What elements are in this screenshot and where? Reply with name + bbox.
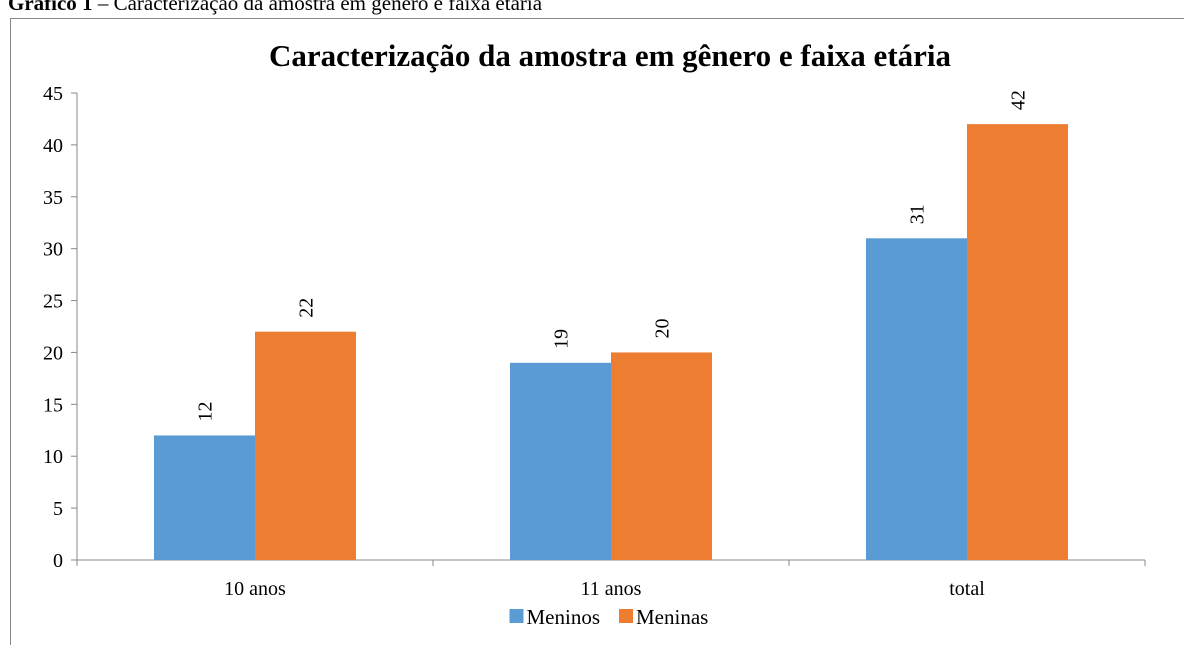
y-tick-label: 5 (53, 498, 63, 520)
x-tick-label: 10 anos (224, 578, 286, 600)
x-tick-label: total (949, 578, 985, 600)
legend-swatch (619, 609, 633, 623)
caption-text: – Caracterização da amostra em gênero e … (97, 0, 543, 15)
y-tick-label: 20 (43, 342, 63, 364)
x-tick-label: 11 anos (581, 578, 642, 600)
y-tick-label: 15 (43, 394, 63, 416)
bar (154, 435, 255, 560)
value-label: 20 (652, 318, 674, 338)
bar (967, 124, 1068, 560)
legend-label: Meninas (636, 605, 708, 629)
y-tick-label: 35 (43, 187, 63, 209)
bar (255, 331, 356, 560)
caption-label: Gráfico 1 (8, 0, 93, 15)
chart-title: Caracterização da amostra em gênero e fa… (269, 38, 952, 73)
value-label: 31 (907, 204, 929, 224)
bar (510, 362, 611, 560)
y-tick-label: 45 (43, 83, 63, 105)
y-tick-label: 40 (43, 135, 63, 157)
value-label: 19 (551, 329, 573, 349)
y-tick-label: 30 (43, 239, 63, 261)
bar (611, 352, 712, 560)
value-label: 42 (1008, 90, 1030, 110)
y-tick-label: 0 (53, 550, 63, 572)
legend-swatch (509, 609, 524, 623)
legend-label: Meninos (527, 605, 601, 629)
caption: Gráfico 1 – Caracterização da amostra em… (8, 0, 543, 15)
value-label: 22 (296, 298, 318, 318)
value-label: 12 (195, 401, 217, 421)
bar (866, 238, 967, 561)
y-tick-label: 25 (43, 291, 63, 313)
y-tick-label: 10 (43, 446, 63, 468)
